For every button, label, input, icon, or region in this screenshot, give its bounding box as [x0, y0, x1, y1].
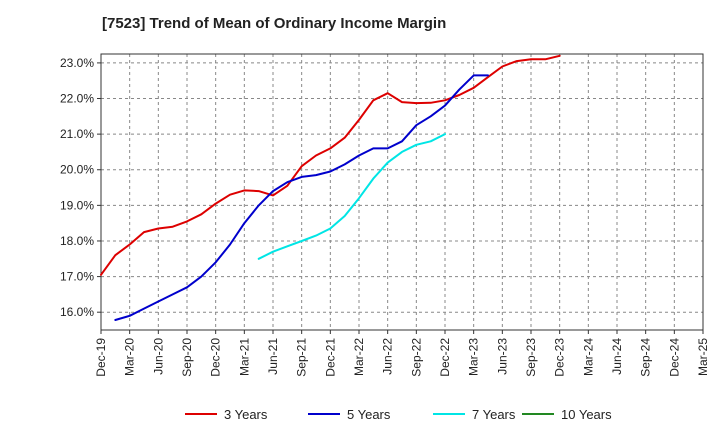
y-tick-label: 16.0% [60, 305, 94, 319]
x-tick-label: Dec-23 [553, 338, 567, 377]
x-tick-label: Jun-21 [266, 338, 280, 375]
x-tick-label: Dec-20 [209, 338, 223, 377]
y-tick-label: 18.0% [60, 234, 94, 248]
y-axis: 16.0% 17.0% 18.0% 19.0% 20.0% 21.0% 22.0% 23.0% [60, 56, 101, 319]
x-tick-label: Sep-22 [409, 338, 423, 377]
x-tick-label: Mar-20 [123, 338, 137, 376]
x-tick-label: Mar-21 [237, 338, 251, 376]
y-tick-label: 19.0% [60, 198, 94, 212]
legend-label: 7 Years [472, 407, 516, 422]
y-tick-label: 21.0% [60, 127, 94, 141]
chart-title: [7523] Trend of Mean of Ordinary Income … [102, 15, 447, 32]
x-tick-label: Sep-23 [524, 338, 538, 377]
x-tick-label: Mar-22 [352, 338, 366, 376]
x-tick-label: Jun-23 [495, 338, 509, 375]
x-tick-label: Dec-21 [323, 338, 337, 377]
plot-frame [100, 53, 704, 331]
y-tick-label: 17.0% [60, 270, 94, 284]
legend-label: 10 Years [561, 407, 612, 422]
x-tick-label: Jun-20 [151, 338, 165, 375]
x-tick-label: Dec-22 [438, 338, 452, 377]
legend: 3 Years 5 Years 7 Years 10 Years [185, 407, 612, 422]
x-tick-label: Mar-23 [467, 338, 481, 376]
x-tick-label: Mar-24 [581, 338, 595, 376]
y-tick-label: 20.0% [60, 163, 94, 177]
series-layer [100, 54, 561, 321]
legend-label: 5 Years [347, 407, 391, 422]
x-tick-label: Mar-25 [696, 338, 710, 376]
y-tick-label: 22.0% [60, 92, 94, 106]
series-line-5-years [114, 74, 489, 321]
grid-layer [101, 54, 703, 330]
x-tick-label: Dec-19 [94, 338, 108, 377]
legend-label: 3 Years [224, 407, 268, 422]
x-tick-label: Sep-20 [180, 338, 194, 377]
series-line-3-years [100, 54, 561, 276]
series-line-7-years [257, 133, 446, 260]
x-axis: Dec-19 Mar-20 Jun-20 Sep-20 Dec-20 Mar-21 Jun-… [94, 330, 710, 377]
x-tick-label: Dec-24 [667, 338, 681, 377]
y-tick-label: 23.0% [60, 56, 94, 70]
x-tick-label: Sep-21 [295, 338, 309, 377]
x-tick-label: Sep-24 [639, 338, 653, 377]
x-tick-label: Jun-24 [610, 338, 624, 375]
x-tick-label: Jun-22 [381, 338, 395, 375]
